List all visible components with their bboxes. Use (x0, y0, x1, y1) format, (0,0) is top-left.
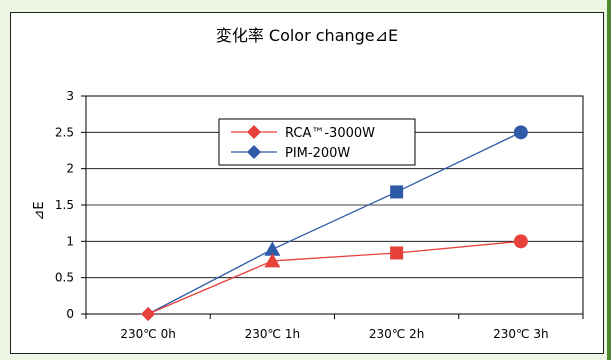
line-chart: 変化率 Color change⊿E 0 0.5 1 1.5 2 2.5 3 230℃ 0h 2… (32, 26, 584, 341)
chart-panel: 変化率 Color change⊿E 0 0.5 1 1.5 2 2.5 3 230℃ 0h 2… (10, 12, 604, 354)
y-tick-label: 0.5 (55, 271, 74, 285)
x-tick-label: 230℃ 3h (493, 327, 548, 341)
data-point (513, 125, 528, 140)
data-point (513, 234, 528, 249)
legend-marker (247, 125, 261, 139)
x-tick-label: 230℃ 2h (369, 327, 424, 341)
y-tick-label: 2 (66, 162, 74, 176)
y-tick-label: 3 (66, 89, 74, 103)
y-tick-label: 0 (66, 307, 74, 321)
data-point (264, 252, 281, 268)
legend-entry: RCA™-3000W (285, 126, 375, 141)
series-line (147, 240, 521, 315)
y-tick-label: 1.5 (55, 198, 74, 212)
legend-box (218, 118, 416, 166)
data-point (264, 241, 281, 256)
series-layer (141, 125, 528, 321)
data-point (390, 185, 404, 199)
axis-layer: 0 0.5 1 1.5 2 2.5 3 230℃ 0h 230℃ 1h 230℃ 2h 230℃ 3… (55, 89, 584, 341)
y-tick-label: 2.5 (55, 125, 74, 139)
legend-entry: PIM-200W (285, 146, 350, 161)
series-line (147, 131, 522, 315)
x-tick-label: 230℃ 1h (245, 327, 300, 341)
chart-title: 変化率 Color change⊿E (216, 26, 398, 45)
legend-marker (247, 145, 261, 159)
legend: RCA™-3000W PIM-200W (218, 118, 416, 166)
data-point (141, 307, 156, 321)
edge-strip (607, 0, 611, 360)
y-tick-label: 1 (66, 234, 74, 248)
data-point (390, 246, 404, 260)
y-axis-label: ⊿E (32, 201, 47, 220)
x-tick-label: 230℃ 0h (120, 327, 175, 341)
